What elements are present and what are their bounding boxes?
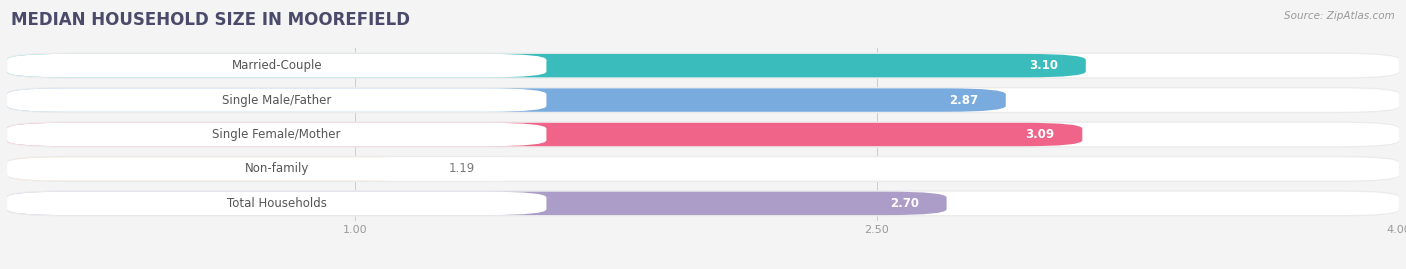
FancyBboxPatch shape: [7, 157, 1399, 181]
FancyBboxPatch shape: [7, 121, 1399, 148]
FancyBboxPatch shape: [7, 123, 1399, 146]
FancyBboxPatch shape: [7, 88, 547, 112]
FancyBboxPatch shape: [7, 52, 1399, 79]
Text: Total Households: Total Households: [226, 197, 326, 210]
Text: 2.87: 2.87: [949, 94, 979, 107]
FancyBboxPatch shape: [7, 156, 1399, 182]
FancyBboxPatch shape: [7, 190, 1399, 217]
FancyBboxPatch shape: [7, 54, 1399, 77]
FancyBboxPatch shape: [7, 87, 1399, 113]
Text: Married-Couple: Married-Couple: [232, 59, 322, 72]
Text: Source: ZipAtlas.com: Source: ZipAtlas.com: [1284, 11, 1395, 21]
FancyBboxPatch shape: [7, 123, 547, 146]
FancyBboxPatch shape: [7, 54, 547, 77]
FancyBboxPatch shape: [7, 157, 422, 181]
Text: Non-family: Non-family: [245, 162, 309, 175]
FancyBboxPatch shape: [7, 157, 547, 181]
Text: Single Female/Mother: Single Female/Mother: [212, 128, 342, 141]
FancyBboxPatch shape: [7, 123, 1083, 146]
FancyBboxPatch shape: [7, 192, 946, 215]
Text: 2.70: 2.70: [890, 197, 918, 210]
FancyBboxPatch shape: [7, 54, 1085, 77]
Text: MEDIAN HOUSEHOLD SIZE IN MOOREFIELD: MEDIAN HOUSEHOLD SIZE IN MOOREFIELD: [11, 11, 411, 29]
FancyBboxPatch shape: [7, 192, 1399, 215]
Text: 3.10: 3.10: [1029, 59, 1057, 72]
FancyBboxPatch shape: [7, 88, 1005, 112]
Text: Single Male/Father: Single Male/Father: [222, 94, 332, 107]
FancyBboxPatch shape: [7, 192, 547, 215]
FancyBboxPatch shape: [7, 88, 1399, 112]
Text: 3.09: 3.09: [1025, 128, 1054, 141]
Text: 1.19: 1.19: [449, 162, 475, 175]
